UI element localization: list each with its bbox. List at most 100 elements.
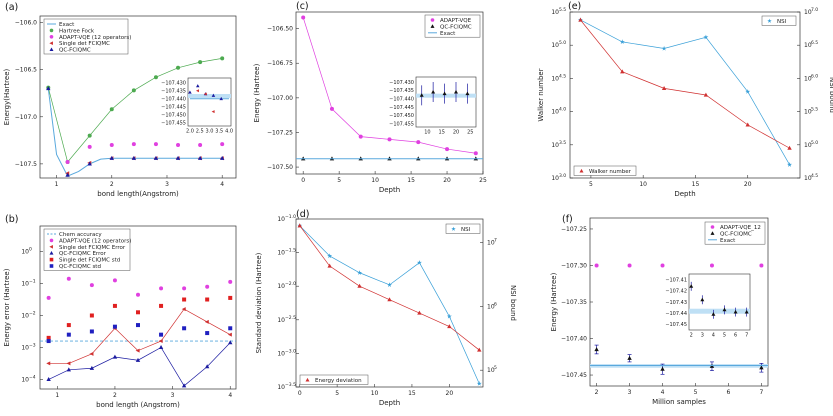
panel-c-legend-swatch bbox=[430, 18, 435, 22]
panel-a-legend-swatch bbox=[49, 28, 54, 33]
panel-c-inset-exact-band bbox=[416, 93, 476, 98]
panel-c-series-adapt-vqe-point bbox=[387, 137, 392, 142]
panel-c-frame bbox=[295, 11, 484, 175]
panel-e-xtick-label: 15 bbox=[692, 181, 700, 188]
panel-d-y2tick-label: 10 bbox=[487, 240, 495, 247]
panel-b-series-qc-fciqmc-error-point bbox=[228, 340, 233, 345]
panel-f-inset-ytick-label: −107.45 bbox=[665, 322, 687, 328]
panel-d-frame bbox=[295, 218, 484, 388]
panel-c-xtick-label: 0 bbox=[301, 177, 305, 184]
panel-b-ytick-exp: −4 bbox=[29, 374, 36, 380]
panel-f-legend-label: ADAPT-VQE_12 bbox=[720, 225, 761, 231]
panel-e-xtick-label: 5 bbox=[589, 181, 593, 188]
panel-a-series-adapt-vqe-12-operators--point bbox=[87, 144, 92, 149]
panel-b-series-qc-fciqmc-std-point bbox=[112, 324, 117, 329]
panel-b-legend-label: Chem accuracy bbox=[59, 232, 102, 238]
panel-a-legend-label: QC-FCIQMC bbox=[59, 48, 91, 54]
panel-b-series-single-det-fciqmc-std-point bbox=[112, 303, 117, 308]
panel-f-label: (f) bbox=[562, 214, 573, 225]
panel-e-series-nsi-line bbox=[580, 19, 790, 165]
panel-c-series-adapt-vqe-point bbox=[358, 134, 363, 139]
panel-c-inset-ytick-label: −107.430 bbox=[389, 80, 414, 86]
panel-e-y2tick-exp: 4.5 bbox=[811, 173, 818, 179]
panel-c-inset-point bbox=[465, 91, 470, 96]
panel-e-y2tick-exp: 6.5 bbox=[811, 40, 818, 46]
panel-b-series-qc-fciqmc-std-point bbox=[228, 326, 233, 331]
panel-c-xtick-label: 20 bbox=[443, 177, 451, 184]
panel-a-legend bbox=[43, 18, 129, 55]
panel-a-ylabel: Energy(Hartree) bbox=[3, 68, 11, 125]
panel-d-ytick-exp: −1.5 bbox=[285, 248, 296, 254]
panel-e-legend-swatch bbox=[579, 168, 584, 173]
panel-d-series-energy-deviation-point bbox=[477, 347, 482, 352]
panel-b-series-single-det-fciqmc-std-point bbox=[136, 310, 140, 315]
panel-d-series-nsi-point bbox=[387, 282, 392, 287]
panel-b-legend-label: QC-FCIQMC std bbox=[59, 264, 101, 270]
panel-e-series-nsi-point bbox=[703, 34, 709, 40]
panel-c-label: (c) bbox=[296, 1, 309, 12]
panel-b-legend-swatch bbox=[49, 238, 54, 243]
panel-d-legend-swatch bbox=[305, 377, 310, 382]
panel-b-series-qc-fciqmc-std-point bbox=[89, 329, 94, 334]
panel-c-xtick-label: 5 bbox=[337, 177, 341, 184]
panel-d-series-energy-deviation-point bbox=[417, 310, 422, 315]
panel-f-inset-xtick-label: 3 bbox=[701, 333, 704, 339]
panel-f-inset-xtick-label: 7 bbox=[745, 333, 748, 339]
panel-d-series-nsi-point bbox=[476, 381, 482, 386]
panel-d-legend-label: NSI bbox=[461, 227, 471, 233]
panel-b-series-qc-fciqmc-error-point bbox=[135, 357, 141, 362]
panel-b-series-single-det-fciqmc-error-point bbox=[227, 332, 232, 337]
panel-d-ylabel: Standard deviation (Hartree) bbox=[255, 252, 263, 353]
panel-f-inset-xtick-label: 6 bbox=[734, 333, 737, 339]
panel-b-series-single-det-fciqmc-error-line bbox=[48, 308, 231, 364]
panel-a-inset-frame bbox=[187, 77, 232, 127]
panel-f: 2 3 4 5 6 7 −107.25 −107.30 −107.35 −107.40 −107.4… bbox=[550, 214, 769, 406]
panel-d-series-energy-deviation-point bbox=[447, 324, 452, 329]
panel-e-y2tick-exp: 5.0 bbox=[811, 140, 818, 146]
panel-f-series-adapt-vqe-12-point bbox=[627, 263, 632, 268]
panel-c-series-adapt-vqe-point bbox=[329, 106, 334, 111]
panel-b-xtick-label: 1 bbox=[55, 392, 59, 399]
panel-f-inset-point bbox=[733, 309, 738, 314]
panel-b-series-adapt-vqe-12-operators--point bbox=[205, 284, 210, 289]
panel-a-series-hartree-fock-point bbox=[131, 88, 136, 93]
panel-a-frame bbox=[39, 15, 237, 179]
panel-a-series-qc-fciqmc-point bbox=[175, 155, 181, 160]
panel-f-xtick-label: 7 bbox=[759, 389, 763, 396]
panel-d-ytick-label: 10 bbox=[277, 216, 285, 223]
panel-e-ytick-label: 10 bbox=[551, 9, 559, 16]
panel-b-series-single-det-fciqmc-error-point bbox=[158, 339, 163, 344]
panel-d-y2tick-exp: 5 bbox=[494, 365, 497, 371]
panel-c-inset-ytick-label: −107.455 bbox=[389, 121, 414, 127]
panel-c-inset-xtick-label: 10 bbox=[424, 130, 430, 136]
panel-b-series-single-det-fciqmc-error-point bbox=[66, 361, 71, 366]
panel-a-inset-point bbox=[196, 84, 200, 88]
panel-f-inset-point bbox=[711, 312, 716, 316]
panel-e-y2tick-label: 10 bbox=[804, 75, 812, 82]
panel-a-series-qc-fciqmc-point bbox=[87, 161, 92, 166]
panel-e-series-nsi-point bbox=[661, 45, 667, 51]
panel-c-inset-xtick-label: 20 bbox=[453, 130, 459, 136]
panel-f-ytick-label: −107.25 bbox=[561, 226, 587, 233]
panel-e-ytick-label: 10 bbox=[551, 42, 559, 49]
panel-e-y2tick-exp: 5.5 bbox=[811, 107, 818, 113]
panel-e-y2tick-label: 10 bbox=[804, 42, 812, 49]
panel-b-series-single-det-fciqmc-std-point bbox=[182, 297, 187, 302]
panel-b-series-qc-fciqmc-std-point bbox=[66, 332, 71, 337]
panel-d-legend-label: Energy deviation bbox=[315, 378, 362, 384]
panel-c-ytick-label: −107.00 bbox=[267, 95, 293, 102]
panel-e-xtick-label: 20 bbox=[744, 181, 752, 188]
panel-b-frame bbox=[39, 225, 237, 390]
panel-a-series-adapt-vqe-12-operators--point bbox=[131, 142, 136, 147]
panel-d-series-nsi-point bbox=[416, 260, 422, 265]
panel-f-inset-xtick-label: 5 bbox=[723, 333, 726, 339]
panel-f-xtick-label: 6 bbox=[727, 389, 731, 396]
panel-e-ytick-exp: 4.5 bbox=[559, 73, 566, 79]
panel-c-ytick-label: −106.75 bbox=[267, 60, 293, 67]
panel-e-series-nsi-point bbox=[745, 89, 751, 94]
panel-a-series-qc-fciqmc-point bbox=[219, 155, 225, 160]
panel-b-legend-swatch bbox=[49, 257, 54, 262]
panel-c-inset-xtick-label: 15 bbox=[439, 130, 445, 136]
panel-a-inset-ytick-label: −107.450 bbox=[161, 113, 186, 119]
